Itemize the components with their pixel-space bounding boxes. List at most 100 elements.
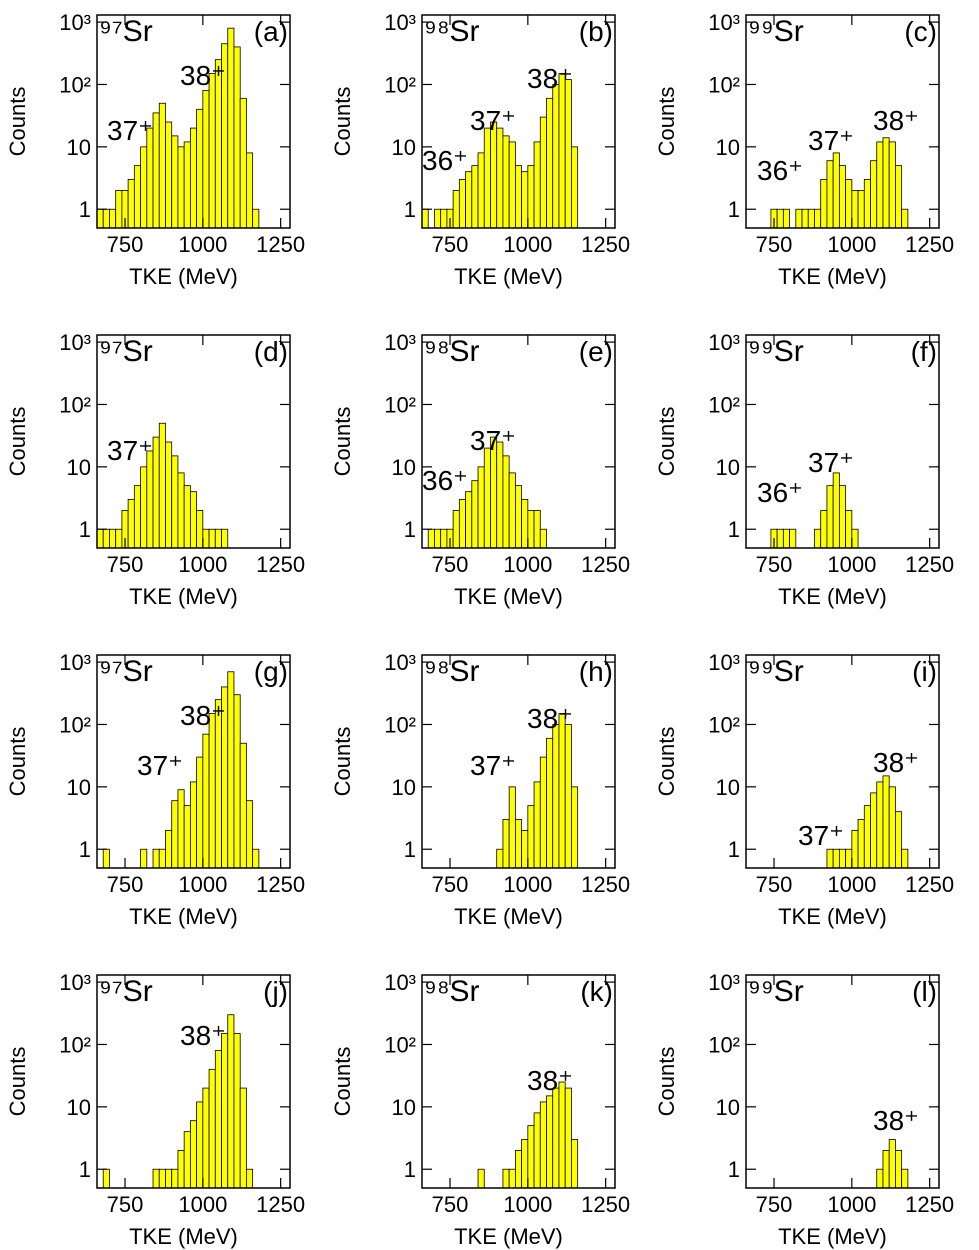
histogram-bar — [483, 127, 491, 229]
histogram-bar — [558, 1081, 566, 1189]
x-axis-label: TKE (MeV) — [778, 584, 887, 609]
histogram-bar — [801, 208, 809, 229]
histogram-bar — [252, 208, 260, 229]
panel-label: (c) — [904, 16, 937, 47]
histogram-bar — [208, 713, 216, 869]
histogram-bar — [452, 510, 460, 549]
histogram-bar — [183, 485, 191, 549]
x-tick-label: 750 — [107, 232, 144, 257]
x-tick-label: 750 — [107, 1192, 144, 1217]
histogram-bar — [227, 27, 235, 229]
histogram-bar — [564, 1087, 572, 1189]
y-axis-label: Counts — [5, 1047, 30, 1117]
y-tick-label: 10³ — [59, 10, 91, 35]
histogram-bar — [508, 472, 516, 549]
plot-frame — [745, 654, 940, 869]
isotope-label: ⁹⁸Sr — [424, 655, 480, 688]
histogram-bar — [508, 141, 516, 229]
histogram-bar — [189, 127, 198, 229]
histogram-bar — [490, 121, 498, 229]
y-tick-label: 1 — [79, 837, 91, 862]
histogram-bar — [202, 528, 210, 549]
histogram-bar — [546, 97, 554, 229]
histogram-bar — [208, 1068, 216, 1189]
plot-frame — [96, 14, 291, 229]
x-tick-label: 750 — [756, 1192, 793, 1217]
histogram-bar — [233, 46, 241, 229]
histogram-bar — [514, 819, 523, 869]
histogram-bar — [102, 528, 110, 549]
x-axis-label: TKE (MeV) — [454, 1224, 563, 1249]
histogram-bar — [851, 190, 859, 229]
x-axis-label: TKE (MeV) — [778, 264, 887, 289]
histogram-bar — [895, 165, 903, 229]
histogram-bar — [208, 73, 216, 229]
y-tick-label: 10 — [716, 775, 740, 800]
x-axis-label: TKE (MeV) — [778, 1224, 887, 1249]
x-axis-label: TKE (MeV) — [129, 904, 238, 929]
histogram-bar — [502, 455, 510, 549]
y-tick-label: 10² — [59, 1032, 91, 1057]
histogram-bar — [165, 830, 173, 869]
x-tick-label: 750 — [756, 872, 793, 897]
isotope-label: ⁹⁹Sr — [748, 15, 804, 48]
isotope-label: ⁹⁷Sr — [99, 335, 153, 368]
histogram-bar — [795, 208, 803, 229]
charge-state-label: 37⁺ — [107, 115, 153, 146]
histogram-bar — [571, 786, 579, 869]
y-tick-label: 10³ — [708, 650, 740, 675]
histogram-bar — [558, 73, 566, 229]
histogram-bar — [857, 819, 865, 869]
histogram-bar — [876, 781, 884, 869]
x-tick-label: 1250 — [905, 1192, 954, 1217]
histogram-bar — [888, 1139, 896, 1189]
panel-label: (j) — [263, 976, 288, 1007]
x-tick-label: 1250 — [905, 552, 954, 577]
histogram-bar — [564, 724, 572, 869]
x-tick-label: 750 — [432, 232, 469, 257]
histogram-bar — [102, 208, 110, 229]
y-tick-label: 10² — [384, 1032, 416, 1057]
histogram-bar — [496, 127, 504, 229]
histogram-bar — [152, 848, 160, 869]
histogram-bar — [851, 528, 859, 549]
y-tick-label: 10³ — [59, 330, 91, 355]
y-tick-label: 1 — [79, 1157, 91, 1182]
histogram-bar — [440, 208, 448, 229]
histogram-bar — [246, 152, 254, 229]
histogram-bar — [246, 800, 254, 869]
histogram-bar — [527, 510, 535, 549]
x-tick-label: 750 — [107, 872, 144, 897]
y-tick-label: 10² — [708, 712, 740, 737]
histogram-bar — [502, 1168, 510, 1189]
panel-label: (f) — [911, 336, 937, 367]
histogram-bar — [177, 789, 185, 869]
histogram-bar — [177, 146, 185, 229]
y-tick-label: 10³ — [384, 970, 416, 995]
y-tick-label: 1 — [404, 1157, 416, 1182]
isotope-label: ⁹⁸Sr — [424, 15, 480, 48]
histogram-bar — [202, 1087, 210, 1189]
histogram-bar — [845, 510, 853, 549]
x-tick-label: 1000 — [827, 232, 876, 257]
charge-state-label: 38⁺ — [873, 105, 919, 136]
x-tick-label: 1000 — [178, 552, 227, 577]
histogram-bar — [533, 510, 541, 549]
y-tick-label: 10 — [67, 135, 91, 160]
charge-state-label: 37⁺ — [470, 425, 516, 456]
histogram-bar — [782, 528, 790, 549]
histogram-bar — [158, 102, 166, 229]
histogram-bar — [152, 1168, 160, 1189]
histogram-bar — [96, 528, 104, 549]
x-tick-label: 1250 — [905, 232, 954, 257]
y-axis-label: Counts — [5, 87, 30, 157]
histogram-bar — [140, 466, 148, 549]
histogram-bar — [832, 152, 840, 229]
panel-label: (b) — [579, 16, 613, 47]
histogram-bar — [539, 756, 547, 869]
y-tick-label: 10² — [384, 392, 416, 417]
charge-state-label: 37⁺ — [107, 435, 153, 466]
y-tick-label: 10 — [67, 455, 91, 480]
histogram-bar — [227, 671, 235, 869]
